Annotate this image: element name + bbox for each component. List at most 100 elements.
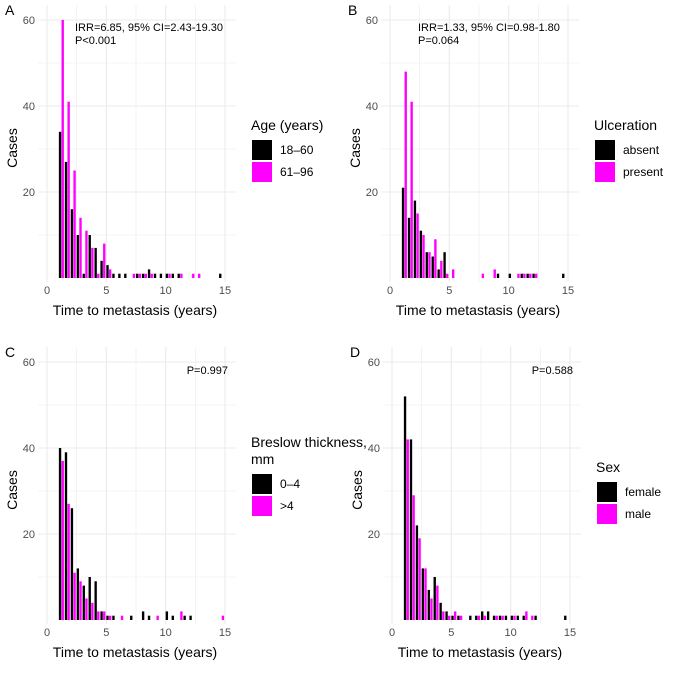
- bar-female: [475, 615, 478, 620]
- bar-18–60: [94, 247, 97, 278]
- y-axis-label: Cases: [4, 470, 20, 510]
- legend-label: present: [623, 165, 664, 179]
- legend-label: >4: [280, 499, 294, 513]
- bar-18–60: [141, 273, 145, 278]
- bar-61–96: [168, 273, 171, 278]
- x-tick-label: 5: [446, 285, 452, 297]
- bar-present: [535, 273, 538, 278]
- bar-18–60: [64, 161, 68, 278]
- bar-18–60: [124, 273, 127, 278]
- legend-title: Breslow thickness,: [251, 434, 367, 450]
- bar-male: [436, 585, 439, 620]
- bar-absent: [425, 252, 428, 278]
- bar-female: [403, 396, 407, 620]
- x-tick-label: 15: [219, 285, 231, 297]
- bar->4: [73, 572, 76, 620]
- bar-present: [434, 239, 437, 278]
- bar-male: [406, 439, 409, 620]
- bar->4: [85, 598, 88, 620]
- bar-absent: [496, 273, 500, 278]
- bar-present: [428, 252, 431, 278]
- y-tick-label: 20: [368, 529, 380, 541]
- bar-18–60: [177, 273, 180, 278]
- bar-61–96: [180, 273, 183, 278]
- bar-0–4: [88, 577, 91, 620]
- bar-0–4: [64, 452, 68, 620]
- bar->4: [67, 503, 70, 620]
- panel-c: 0 5 10 15 20 40 60 C Time to metastasis (years) C…: [4, 344, 367, 660]
- x-tick-label: 10: [160, 285, 172, 297]
- bar-0–4: [82, 585, 85, 620]
- bar->4: [180, 611, 183, 620]
- bar-18–60: [136, 273, 139, 278]
- bar-absent: [520, 273, 523, 278]
- bar-female: [469, 615, 472, 620]
- bar-0–4: [165, 611, 169, 620]
- y-tick-label: 60: [366, 15, 378, 27]
- bar-female: [427, 589, 430, 620]
- bar-present: [404, 71, 407, 278]
- bar-0–4: [183, 615, 186, 620]
- legend-label: female: [625, 485, 661, 499]
- y-tick-label: 60: [23, 15, 35, 27]
- legend-title: mm: [251, 451, 274, 467]
- x-tick-label: 10: [505, 627, 517, 639]
- bar-female: [481, 611, 484, 620]
- bar-male: [418, 538, 421, 620]
- bar-male: [424, 568, 427, 620]
- bar-0–4: [58, 448, 62, 620]
- bar-18–60: [118, 273, 121, 278]
- bar-present: [523, 273, 526, 278]
- y-tick-label: 40: [23, 443, 35, 455]
- bar-61–96: [67, 101, 70, 278]
- bar-61–96: [132, 273, 136, 278]
- bar-18–60: [165, 273, 169, 278]
- bar-present: [416, 213, 419, 278]
- bar-female: [451, 615, 454, 620]
- x-axis-label: Time to metastasis (years): [398, 644, 562, 660]
- legend-key: [597, 482, 617, 502]
- bar-61–96: [61, 20, 64, 278]
- bar-absent: [526, 273, 529, 278]
- bar-61–96: [85, 230, 88, 278]
- bar-61–96: [103, 243, 106, 278]
- x-tick-label: 5: [448, 627, 454, 639]
- bar-0–4: [141, 611, 145, 620]
- y-tick-label: 40: [23, 101, 35, 113]
- bar-18–60: [88, 235, 91, 278]
- bar-male: [412, 495, 415, 620]
- bar-female: [457, 615, 460, 620]
- legend-key: [252, 496, 272, 516]
- bar-18–60: [219, 273, 222, 278]
- bar-present: [517, 273, 520, 278]
- bar-18–60: [171, 273, 174, 278]
- bar-absent: [431, 256, 434, 278]
- bar-0–4: [189, 615, 192, 620]
- bar-female: [516, 615, 519, 620]
- legend-label: 61–96: [280, 165, 314, 179]
- bar-male: [454, 611, 457, 620]
- y-axis-label: Cases: [347, 128, 363, 168]
- bar-18–60: [106, 265, 109, 278]
- bar-female: [439, 602, 442, 620]
- bar-present: [440, 260, 443, 278]
- annotation: IRR=6.85, 95% CI=2.43-19.30: [75, 22, 223, 34]
- bar-present: [493, 269, 496, 278]
- bar-61–96: [192, 273, 195, 278]
- bar-present: [452, 269, 455, 278]
- panel-d: 0 5 10 15 20 40 60 D Time to metastasis (years) C…: [349, 344, 661, 660]
- bar-absent: [437, 269, 440, 278]
- bar->4: [91, 602, 94, 620]
- bar->4: [156, 615, 159, 620]
- panel-label: D: [350, 344, 360, 360]
- bar-male: [448, 615, 451, 620]
- y-axis-label: Cases: [349, 470, 365, 510]
- y-tick-label: 60: [23, 357, 35, 369]
- legend-key: [252, 140, 272, 160]
- x-tick-label: 15: [562, 285, 574, 297]
- y-axis-label: Cases: [4, 128, 20, 168]
- y-tick-label: 20: [23, 187, 35, 199]
- bar-0–4: [94, 581, 97, 620]
- bar-18–60: [112, 273, 115, 278]
